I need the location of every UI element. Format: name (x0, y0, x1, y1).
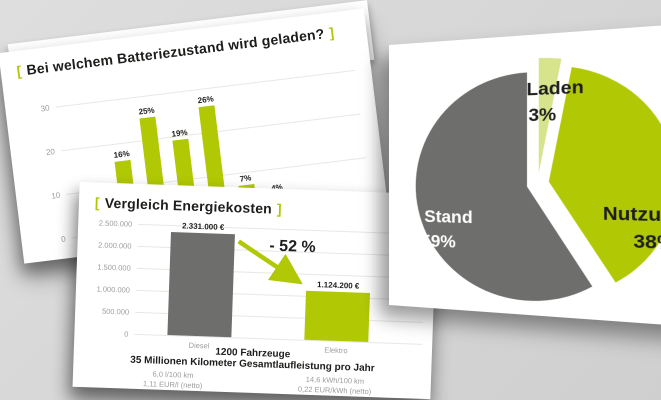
bar-value-label: 25% (138, 105, 156, 117)
pie-slice-stand (415, 69, 593, 305)
bar-value-label: 1.124.200 € (316, 279, 360, 291)
y-tick-label: 0 (60, 234, 67, 244)
energy-bar-elektro (304, 290, 370, 342)
energy-cost-card: [Vergleich Energiekosten] 2.500.000 2.000… (72, 181, 438, 400)
y-tick-label: 2.000.000 (97, 240, 132, 251)
y-tick-label: 0 (124, 329, 129, 339)
pie-value-laden: 3% (528, 104, 556, 126)
bar-value-label: 16% (113, 148, 131, 160)
pie-label-laden: Laden (527, 76, 584, 100)
bar-value-label: 26% (197, 93, 215, 105)
y-tick-label: 1.000.000 (96, 284, 131, 295)
y-tick-label: 2.500.000 (98, 218, 133, 229)
bar-value-label: 19% (171, 128, 189, 140)
y-tick-label: 500.000 (101, 306, 130, 317)
bar-value-label: 2.331.000 € (181, 221, 225, 233)
percent-change-label: - 52 % (269, 237, 316, 257)
pie-value-stand: 59% (421, 231, 456, 252)
pie-slice-nutzung (548, 61, 661, 286)
usage-pie-chart: Laden 3% Nutzung 38% Stand 59% (415, 56, 661, 305)
pie-label-stand: Stand (424, 206, 472, 227)
y-tick-label: 30 (40, 103, 51, 114)
pie-label-nutzung: Nutzung (603, 203, 661, 227)
energy-bar-diesel (167, 232, 235, 338)
pie-value-nutzung: 38% (633, 230, 661, 254)
y-tick-label: 1.500.000 (97, 262, 131, 273)
pie-chart-card: Laden 3% Nutzung 38% Stand 59% (389, 20, 661, 330)
y-tick-label: 10 (50, 190, 61, 201)
y-tick-label: 20 (45, 147, 56, 158)
